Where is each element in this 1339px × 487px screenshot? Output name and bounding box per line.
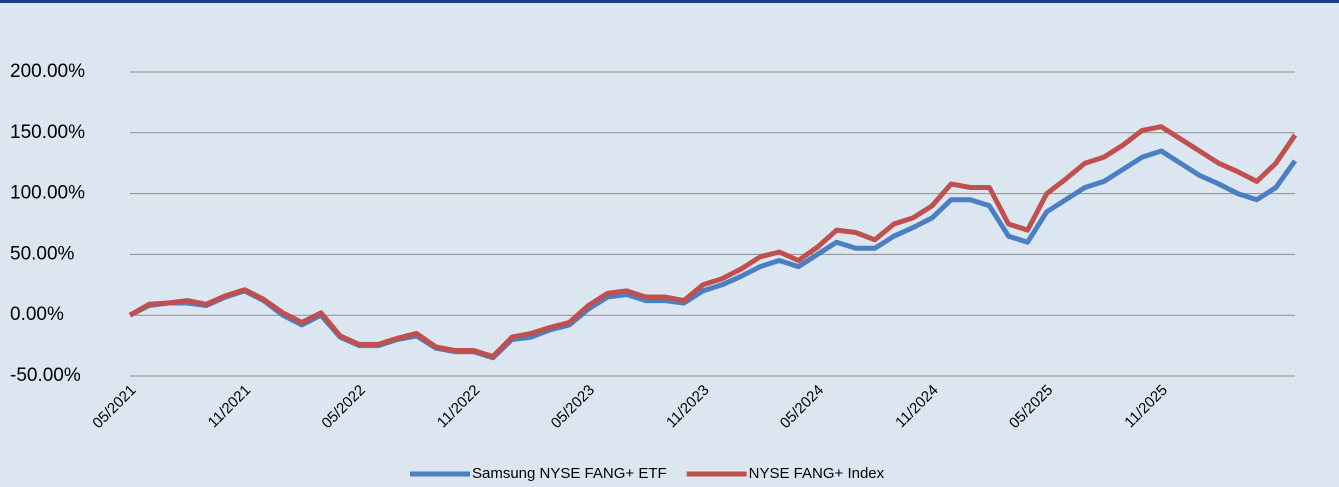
top-border (0, 0, 1339, 3)
y-tick-label: 150.00% (10, 122, 85, 143)
legend-label: NYSE FANG+ Index (749, 465, 885, 482)
y-tick-label: -50.00% (10, 365, 81, 386)
series-line (128, 124, 1298, 359)
y-tick-label: 200.00% (10, 61, 85, 82)
y-tick-label: 0.00% (10, 304, 64, 325)
legend-label: Samsung NYSE FANG+ ETF (472, 465, 667, 482)
y-tick-label: 100.00% (10, 183, 85, 204)
y-tick-label: 50.00% (10, 243, 75, 264)
